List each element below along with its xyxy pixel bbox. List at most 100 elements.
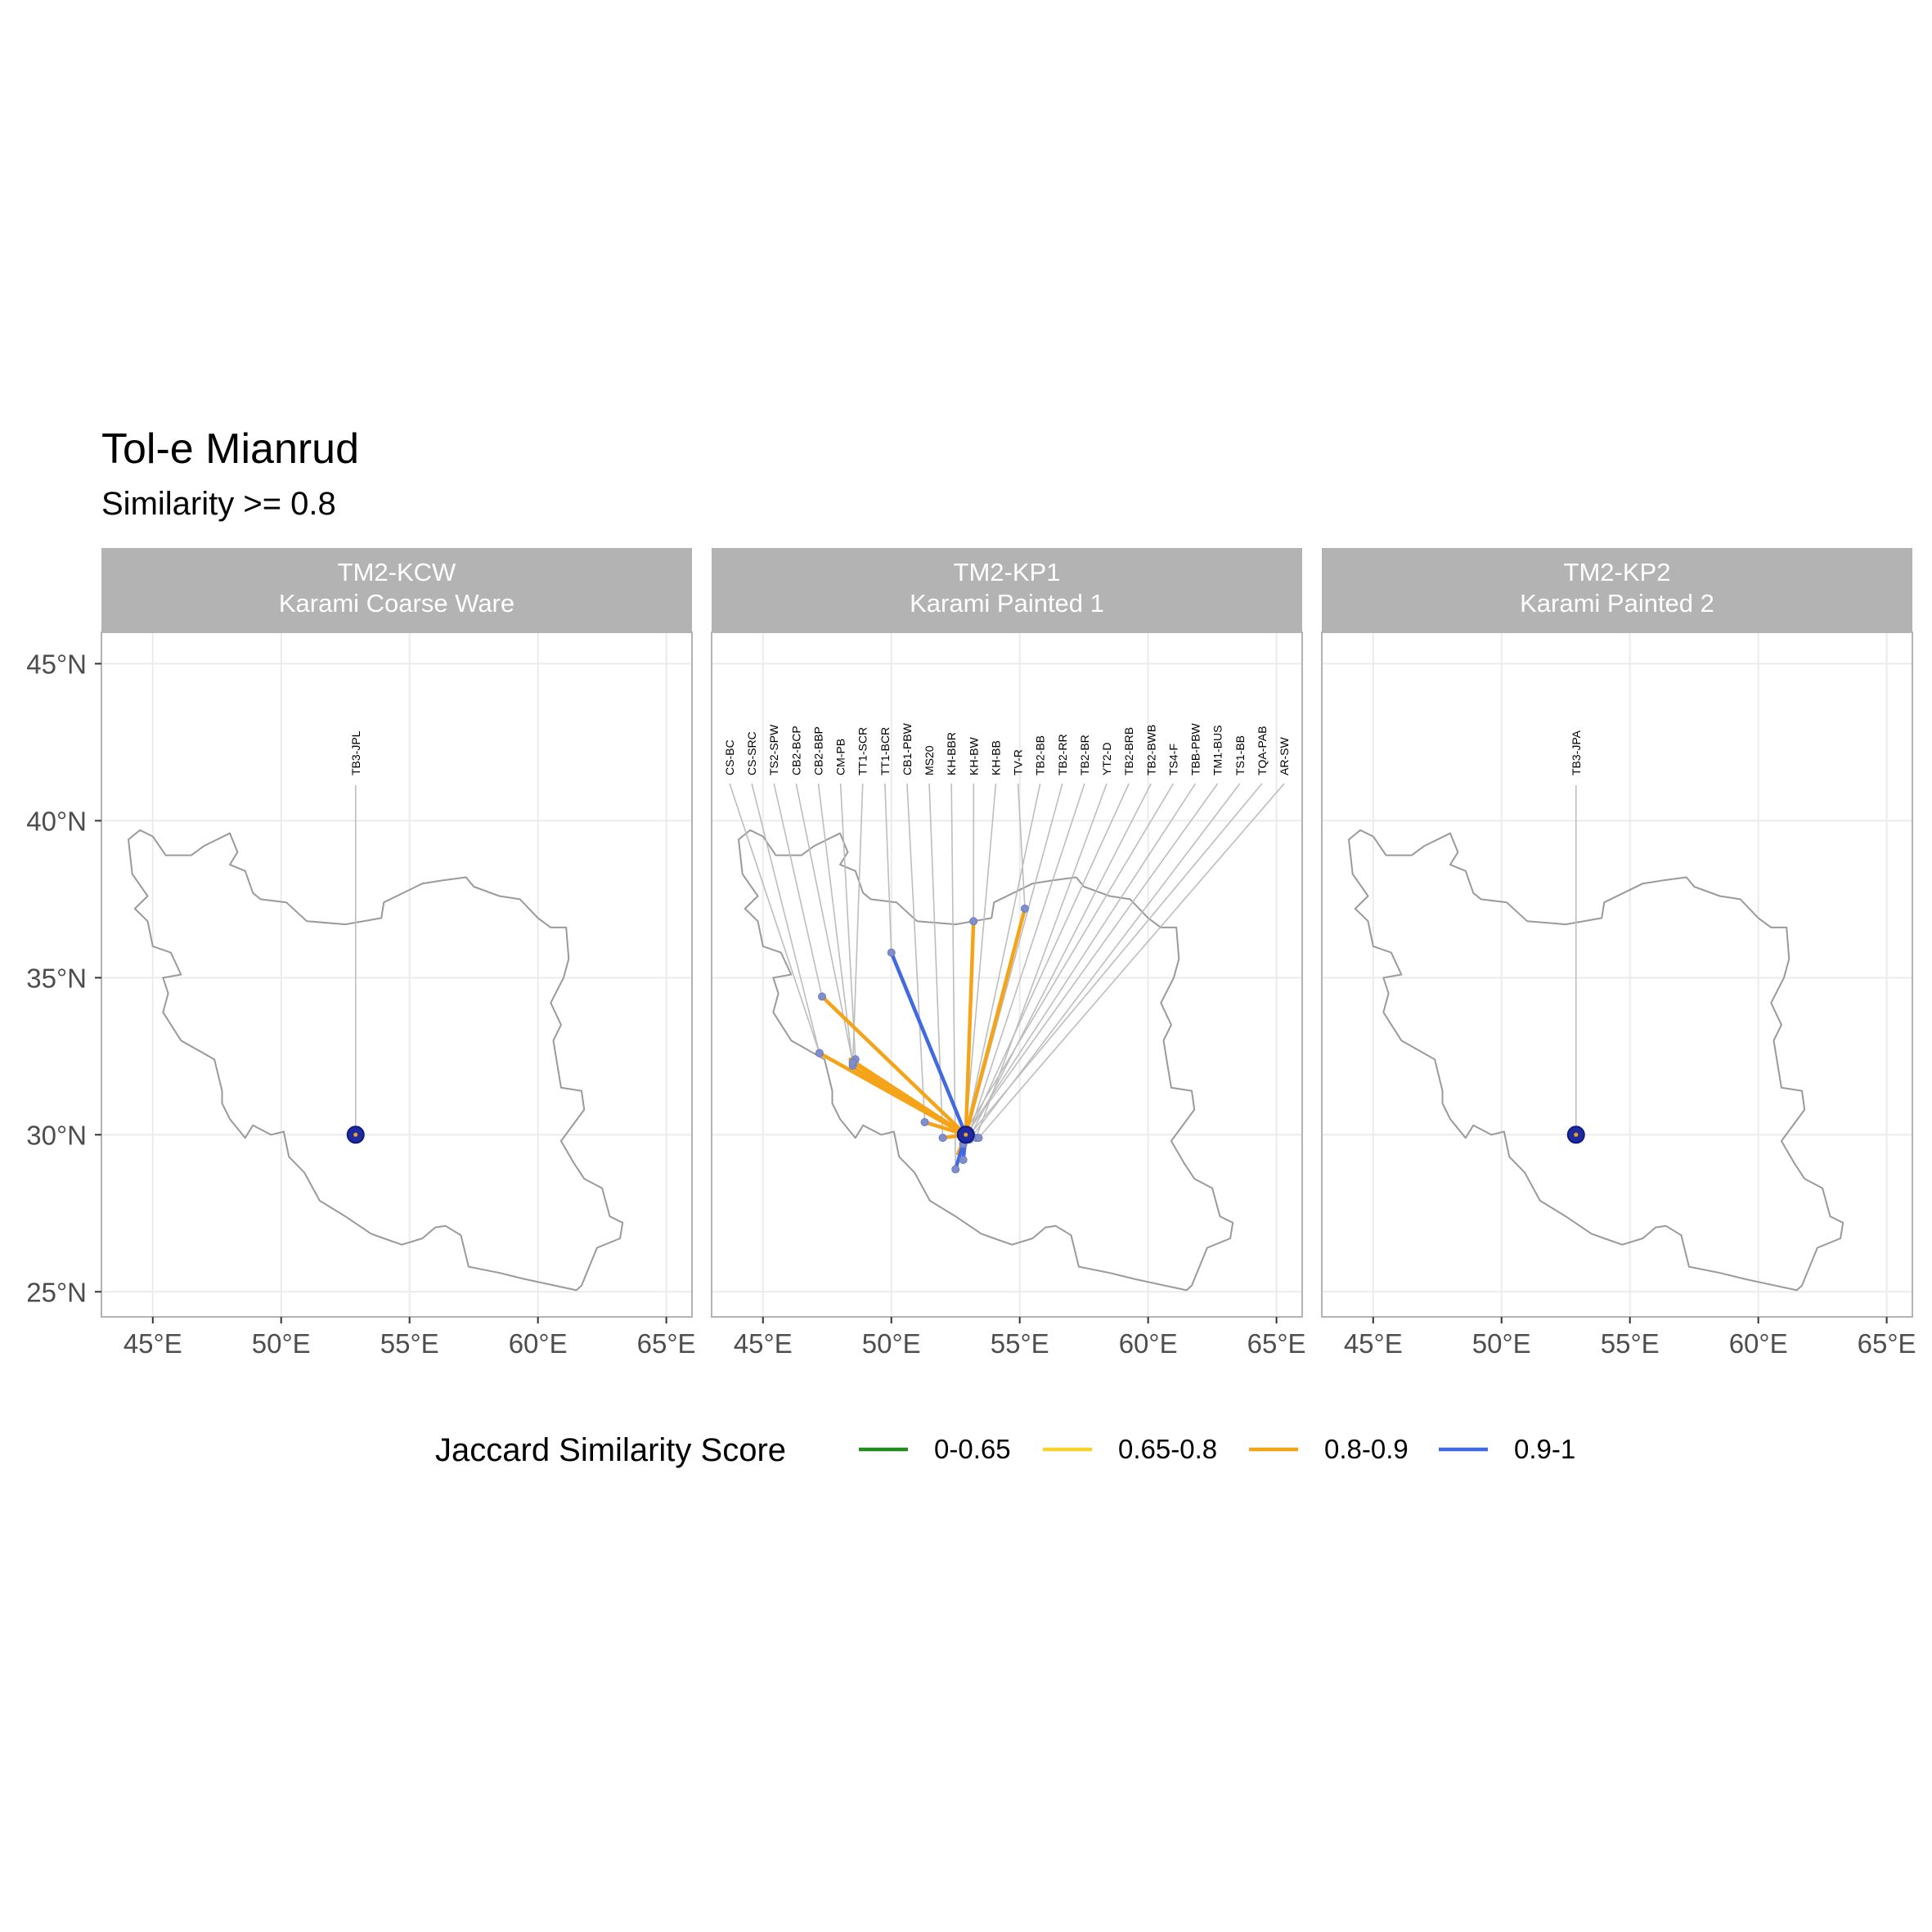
focal-site-center xyxy=(353,1132,358,1137)
site-label: TB3-JPA xyxy=(1570,730,1583,775)
panel-code: TM2-KP2 xyxy=(1564,558,1671,586)
site-label: KH-BBR xyxy=(945,732,958,775)
x-tick-label: 60°E xyxy=(1119,1328,1178,1359)
site-label: KH-BW xyxy=(967,737,980,775)
site-label: KH-BB xyxy=(989,740,1002,775)
x-tick-label: 60°E xyxy=(509,1328,568,1359)
site-label: TB2-BR xyxy=(1078,735,1091,775)
panel-background xyxy=(1322,632,1912,1317)
label-leader-line xyxy=(964,783,1175,1134)
label-leader-line xyxy=(773,783,823,997)
legend-title: Jaccard Similarity Score xyxy=(435,1432,786,1468)
panel-border xyxy=(711,631,1303,1318)
panel-border xyxy=(101,631,693,1318)
site-label: TM1-BUS xyxy=(1211,726,1224,775)
similarity-link xyxy=(820,995,968,1137)
x-tick-label: 45°E xyxy=(1344,1328,1403,1359)
label-leader-line xyxy=(729,783,820,1054)
site-point xyxy=(974,1134,983,1143)
site-point xyxy=(848,1058,857,1067)
map-panel: TM2-KCW Karami Coarse Ware 45°E 50°E 55°E 60°… xyxy=(101,548,696,1359)
site-label: CS-SRC xyxy=(745,731,758,775)
label-leader-line xyxy=(1017,783,1026,909)
legend-item-label: 0.8-0.9 xyxy=(1324,1434,1409,1464)
panel-name: Karami Painted 1 xyxy=(910,589,1104,618)
site-label: TS1-BB xyxy=(1233,735,1247,775)
label-leader-line xyxy=(977,783,1285,1139)
site-label: CB2-BBP xyxy=(811,726,824,775)
panels: TM2-KCW Karami Coarse Ware 45°E 50°E 55°E 60°… xyxy=(101,548,1916,1359)
site-point xyxy=(887,948,896,957)
site-label: CM-PB xyxy=(834,739,847,775)
label-leader-line xyxy=(962,783,1041,1144)
site-label: TV-R xyxy=(1012,749,1025,775)
label-leader-line xyxy=(751,783,820,1054)
legend-item-label: 0.9-1 xyxy=(1514,1434,1575,1464)
x-tick-label: 55°E xyxy=(1601,1328,1660,1359)
y-tick-label: 25°N xyxy=(26,1277,87,1307)
site-point xyxy=(920,1117,929,1126)
site-label: TT1-BCR xyxy=(878,727,892,775)
y-axis: 45°N 40°N 35°N 30°N 25°N xyxy=(26,649,101,1307)
label-leader-line xyxy=(966,783,1263,1139)
site-label: TS4-F xyxy=(1166,744,1179,775)
site-label: TB3-JPL xyxy=(349,730,362,775)
similarity-link xyxy=(964,906,1027,1137)
panel-border xyxy=(1321,631,1913,1318)
label-leader-line xyxy=(975,783,1108,1139)
y-tick-label: 45°N xyxy=(26,649,87,679)
x-tick-label: 45°E xyxy=(124,1328,182,1359)
panel-strip xyxy=(712,548,1302,632)
country-outline xyxy=(128,829,624,1292)
panel-background xyxy=(101,632,692,1317)
x-tick-label: 55°E xyxy=(991,1328,1049,1359)
label-leader-line xyxy=(839,783,856,1060)
site-point xyxy=(951,1165,960,1174)
site-point xyxy=(1020,904,1029,913)
site-label: AR-SW xyxy=(1278,737,1291,775)
label-leader-line xyxy=(928,783,944,1139)
site-label: CB1-PBW xyxy=(901,722,914,775)
label-leader-line xyxy=(968,783,1130,1135)
legend: Jaccard Similarity Score 0-0.65 0.65-0.8 0.… xyxy=(435,1432,1575,1468)
plot-title: Tol-e Mianrud xyxy=(101,425,360,473)
panel-name: Karami Coarse Ware xyxy=(279,589,514,618)
x-tick-label: 50°E xyxy=(862,1328,921,1359)
label-leader-line xyxy=(906,783,926,1122)
y-tick-label: 40°N xyxy=(26,806,87,836)
site-label: TB2-BRB xyxy=(1122,727,1135,775)
site-label: TB2-BWB xyxy=(1144,725,1157,775)
x-tick-label: 50°E xyxy=(252,1328,311,1359)
x-tick-label: 45°E xyxy=(734,1328,793,1359)
label-leader-line xyxy=(884,783,892,953)
x-tick-label: 65°E xyxy=(1858,1328,1916,1359)
country-outline xyxy=(1348,829,1844,1292)
site-point xyxy=(938,1134,947,1143)
site-label: YT2-D xyxy=(1100,743,1113,775)
panel-code: TM2-KCW xyxy=(338,558,456,586)
map-panel: TM2-KP2 Karami Painted 2 45°E 50°E 55°E 60°E 6… xyxy=(1321,548,1916,1359)
panel-code: TM2-KP1 xyxy=(954,558,1061,586)
label-leader-line xyxy=(968,783,1197,1132)
site-point xyxy=(969,917,978,926)
site-point xyxy=(815,1049,824,1058)
site-label: TBB-PBW xyxy=(1189,722,1202,775)
plot-subtitle: Similarity >= 0.8 xyxy=(101,486,336,522)
site-label: TB2-BB xyxy=(1034,735,1047,775)
similarity-link xyxy=(889,950,968,1137)
map-panel: TM2-KP1 Karami Painted 1 45°E 50°E 55°E 60°E 6… xyxy=(711,548,1306,1359)
x-tick-label: 50°E xyxy=(1472,1328,1531,1359)
site-label: CB2-BCP xyxy=(789,726,802,775)
x-tick-label: 65°E xyxy=(1247,1328,1306,1359)
site-label: TB2-RR xyxy=(1056,734,1069,775)
panel-name: Karami Painted 2 xyxy=(1520,589,1714,618)
label-leader-line xyxy=(970,783,1152,1135)
similarity-link xyxy=(848,1057,968,1137)
x-tick-label: 55°E xyxy=(380,1328,439,1359)
focal-site-center xyxy=(1574,1132,1579,1137)
site-label: MS20 xyxy=(923,745,936,775)
focal-site-center xyxy=(964,1132,968,1137)
similarity-link xyxy=(964,919,976,1137)
